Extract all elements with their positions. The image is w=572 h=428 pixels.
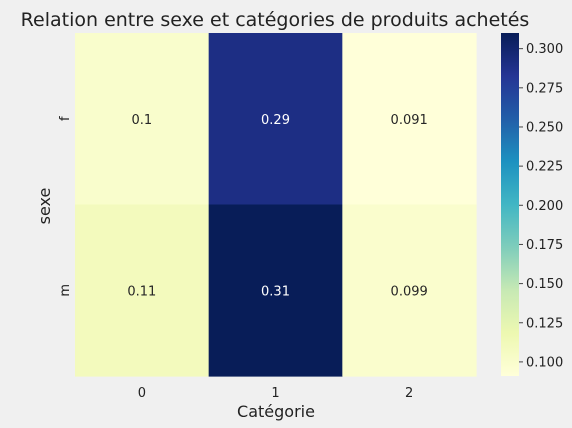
heatmap-cell-m-1 — [208, 204, 343, 377]
colorbar-tick-label: 0.225 — [526, 160, 563, 175]
y-tick-label: m — [58, 284, 73, 297]
x-tick-label: 0 — [138, 386, 146, 401]
colorbar-gradient — [501, 33, 519, 376]
cell-value-label: 0.31 — [261, 284, 290, 299]
colorbar-tick-label: 0.275 — [526, 81, 563, 96]
colorbar-tick-label: 0.300 — [526, 42, 563, 57]
x-tick-label: 2 — [405, 386, 413, 401]
colorbar: 0.100 0.125 0.150 0.175 0.200 0.225 0.250 0.275… — [501, 33, 563, 376]
cell-value-label: 0.099 — [391, 284, 428, 299]
cell-value-label: 0.091 — [391, 113, 428, 128]
x-tick-label: 1 — [271, 386, 279, 401]
colorbar-tick-label: 0.150 — [526, 277, 563, 292]
colorbar-tick-label: 0.250 — [526, 120, 563, 135]
heatmap-cell-f-1 — [208, 33, 343, 206]
heatmap-cell-m-0 — [75, 204, 210, 377]
x-axis-ticks: 0 1 2 — [138, 386, 414, 401]
y-axis-label: sexe — [35, 188, 54, 225]
cell-value-label: 0.1 — [131, 113, 152, 128]
x-axis-label: Catégorie — [237, 402, 315, 421]
cell-value-label: 0.11 — [127, 284, 156, 299]
y-tick-label: f — [58, 116, 73, 121]
heatmap-cells: 0.1 0.29 0.091 0.11 0.31 0.099 — [75, 33, 477, 377]
y-axis-ticks: fm — [58, 116, 73, 297]
colorbar-tick-label: 0.175 — [526, 238, 563, 253]
chart-title: Relation entre sexe et catégories de pro… — [21, 9, 530, 31]
heatmap-cell-f-0 — [75, 33, 210, 206]
colorbar-tick-label: 0.125 — [526, 316, 563, 331]
cell-value-label: 0.29 — [261, 113, 290, 128]
heatmap-cell-f-2 — [342, 33, 477, 206]
colorbar-tick-label: 0.200 — [526, 199, 563, 214]
heatmap-cell-m-2 — [342, 204, 477, 377]
colorbar-tick-label: 0.100 — [526, 355, 563, 370]
